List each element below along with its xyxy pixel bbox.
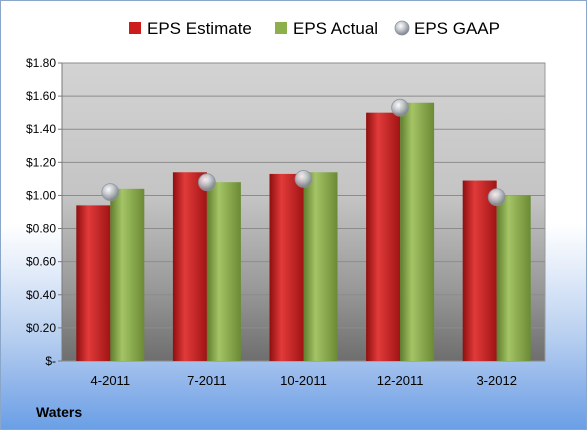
bar-eps-estimate [76,205,111,361]
legend: EPS Estimate EPS Actual EPS GAAP [129,19,500,38]
y-tick-label: $0.60 [26,255,56,269]
marker-eps-gaap [294,169,313,188]
bar-eps-actual [400,102,435,361]
legend-label: EPS Actual [293,19,378,38]
bar-eps-actual [496,195,531,361]
y-tick-label: $- [45,354,56,368]
plot-area: $- $0.20 $0.40 $0.60 $0.80 $1.00 $1.20 $1.40 $1.… [26,56,546,388]
legend-swatch [275,22,287,34]
x-tick-label: 12-2011 [377,373,424,388]
marker-eps-gaap [391,98,410,117]
company-label: Waters [36,404,82,420]
legend-label: EPS Estimate [147,19,252,38]
marker-eps-gaap [487,188,506,207]
y-tick-label: $1.20 [26,155,56,169]
legend-swatch [129,22,141,34]
y-tick-label: $1.40 [26,122,56,136]
y-tick-label: $0.40 [26,288,56,302]
legend-label: EPS GAAP [414,19,500,38]
y-tick-label: $0.20 [26,321,56,335]
bar-eps-estimate [172,172,207,361]
x-tick-label: 7-2011 [187,373,227,388]
y-tick-label: $1.60 [26,89,56,103]
y-tick-label: $1.80 [26,56,56,70]
bar-eps-actual [206,182,241,361]
marker-eps-gaap [101,183,120,202]
bar-eps-actual [303,172,338,361]
legend-swatch [394,20,410,36]
marker-eps-gaap [197,173,216,192]
bar-eps-estimate [269,173,304,361]
bar-eps-actual [110,188,145,361]
x-tick-label: 10-2011 [280,373,327,388]
y-tick-label: $1.00 [26,188,56,202]
y-tick-label: $0.80 [26,222,56,236]
bar-eps-estimate [366,112,401,362]
x-tick-label: 3-2012 [476,373,516,388]
bar-eps-estimate [462,180,497,361]
x-tick-label: 4-2011 [91,373,131,388]
